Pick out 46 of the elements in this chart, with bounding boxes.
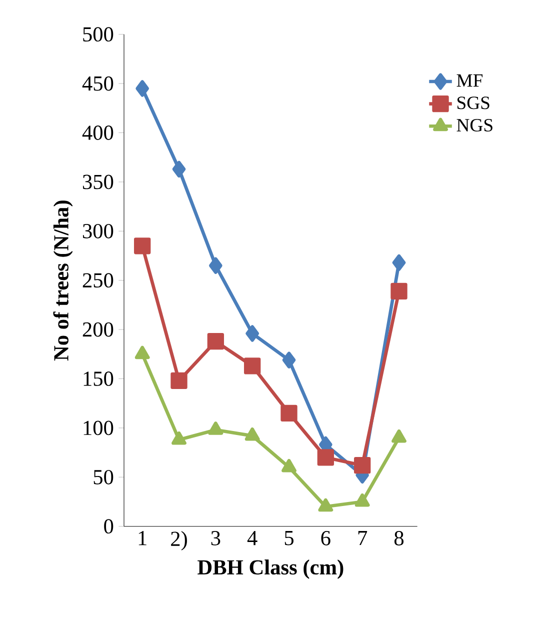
x-tick-label: 8 — [394, 531, 404, 546]
point — [208, 257, 222, 274]
x-tick-label: 7 — [358, 531, 368, 546]
point — [136, 80, 149, 97]
y-tick-label: 450 — [82, 76, 114, 91]
point — [246, 325, 259, 342]
legend-label: SGS — [457, 96, 490, 110]
point — [282, 458, 296, 472]
point — [280, 404, 298, 422]
y-tick-label: 150 — [84, 372, 114, 386]
point — [390, 282, 408, 300]
point — [317, 449, 334, 466]
point — [354, 456, 371, 474]
x-axis-title: DBH Class (cm) — [198, 560, 344, 579]
point — [318, 498, 334, 512]
y-tick-label: 0 — [104, 519, 114, 534]
point — [354, 493, 370, 507]
legend-label: MF — [456, 74, 483, 87]
x-tick-label: 2) — [171, 531, 187, 550]
point — [134, 238, 151, 254]
x-tick-label: 1 — [138, 531, 146, 546]
point — [244, 427, 260, 441]
point — [208, 422, 224, 435]
y-tick-label: 350 — [82, 174, 114, 190]
x-tick-label: 4 — [247, 531, 258, 546]
point — [134, 346, 150, 360]
point — [172, 160, 186, 178]
y-tick-label: 250 — [82, 273, 114, 288]
y-tick-label: 100 — [84, 420, 114, 436]
point — [170, 372, 188, 390]
y-tick-label: 200 — [82, 322, 114, 337]
y-tick-label: 500 — [83, 27, 114, 42]
y-tick-label: 50 — [94, 470, 114, 484]
point — [392, 429, 406, 443]
y-tick-label: 400 — [82, 126, 114, 140]
point — [244, 358, 261, 374]
point — [392, 254, 406, 271]
x-tick-label: 3 — [211, 531, 220, 546]
point — [207, 333, 224, 350]
point — [282, 352, 296, 368]
point — [172, 431, 186, 445]
y-tick-label: 300 — [82, 224, 114, 238]
x-tick-label: 6 — [321, 531, 330, 546]
x-tick-label: 5 — [284, 531, 294, 546]
legend-label: NGS — [456, 118, 492, 132]
y-axis-title: No of trees (N/ha) — [53, 200, 73, 361]
